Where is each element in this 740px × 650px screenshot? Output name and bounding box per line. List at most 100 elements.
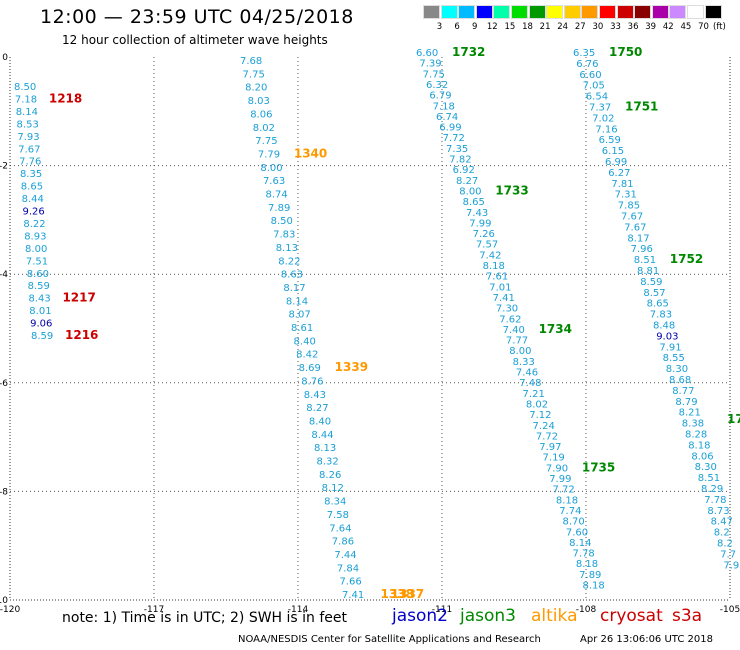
colorbar-tick-label: 9 bbox=[471, 22, 478, 32]
swh-reading: 8.42 bbox=[296, 350, 318, 361]
swh-reading: 8.51 bbox=[698, 473, 720, 484]
pass-time-label: 1338 bbox=[381, 587, 414, 601]
colorbar-swatch bbox=[458, 5, 476, 19]
swh-reading: 7.68 bbox=[240, 56, 262, 67]
swh-reading: 6.60 bbox=[416, 48, 438, 59]
colorbar-tick-label: 33 bbox=[610, 22, 621, 32]
latitude-tick-label: -4 bbox=[0, 270, 8, 280]
swh-reading: 8.93 bbox=[24, 231, 46, 242]
pass-time-label: 1733 bbox=[495, 183, 528, 197]
swh-reading: 8.06 bbox=[250, 109, 272, 120]
swh-reading: 7.84 bbox=[337, 563, 359, 574]
swh-reading: 7.18 bbox=[15, 94, 37, 105]
swh-reading: 6.35 bbox=[573, 48, 595, 59]
colorbar-swatch bbox=[581, 5, 599, 19]
swh-reading: 8.00 bbox=[25, 244, 47, 255]
swh-reading: 8.50 bbox=[14, 82, 36, 93]
swh-reading: 6.54 bbox=[586, 92, 608, 103]
swh-reading: 8.00 bbox=[260, 163, 282, 174]
swh-reading: 7.97 bbox=[539, 442, 561, 453]
swh-reading: 7.44 bbox=[334, 550, 356, 561]
swh-reading: 8.57 bbox=[643, 288, 665, 299]
swh-reading: 9.26 bbox=[23, 207, 45, 218]
swh-reading: 8.02 bbox=[526, 399, 548, 410]
swh-reading: 7.91 bbox=[659, 342, 681, 353]
axis-tick-labels: -120 -117 -114 -111 -108 -105 0 -2 -4 -6 -8 -10 bbox=[0, 53, 740, 615]
swh-reading: 9.03 bbox=[656, 331, 678, 342]
colorbar-tick-label: 18 bbox=[522, 22, 533, 32]
swh-reading: 8.34 bbox=[324, 497, 346, 508]
swh-reading: 6.76 bbox=[576, 59, 598, 70]
swh-reading: 8.27 bbox=[456, 176, 478, 187]
swh-reading: 8.33 bbox=[513, 357, 535, 368]
pass-time-label: 17 bbox=[727, 412, 740, 426]
swh-reading: 8.22 bbox=[278, 256, 300, 267]
pass-time-label: 1732 bbox=[452, 45, 485, 59]
swh-reading: 7.7 bbox=[720, 549, 736, 560]
pass-time-label: 1734 bbox=[539, 322, 572, 336]
map-title: 12:00 — 23:59 UTC 04/25/2018 bbox=[40, 6, 354, 28]
map-grid bbox=[10, 57, 730, 600]
swh-reading: 7.62 bbox=[499, 314, 521, 325]
swh-reading: 8.20 bbox=[245, 83, 267, 94]
pass-time-label: 1751 bbox=[625, 100, 658, 114]
swh-reading: 6.74 bbox=[436, 112, 458, 123]
swh-reading: 8.44 bbox=[311, 430, 333, 441]
swh-reading: 8.40 bbox=[294, 336, 316, 347]
swh-reading: 7.37 bbox=[589, 103, 611, 114]
swh-reading: 8.27 bbox=[306, 403, 328, 414]
swh-reading: 8.65 bbox=[647, 299, 669, 310]
swh-reading: 7.78 bbox=[573, 549, 595, 560]
colorbar-tick-label: 27 bbox=[574, 22, 586, 32]
swh-reading: 7.64 bbox=[329, 523, 351, 534]
pass-time-label: 1337 bbox=[391, 587, 424, 601]
swh-reading: 8.17 bbox=[283, 283, 305, 294]
colorbar-swatch bbox=[616, 5, 634, 19]
pass-time-label: 1752 bbox=[670, 252, 703, 266]
colorbar-tick-label: 3 bbox=[436, 22, 443, 32]
swh-reading: 8.01 bbox=[29, 306, 51, 317]
pass-time-label: 1735 bbox=[582, 460, 615, 474]
swh-reading: 8.06 bbox=[691, 451, 713, 462]
colorbar-swatch bbox=[528, 5, 546, 19]
swh-reading: 7.72 bbox=[553, 485, 575, 496]
colorbar-swatch bbox=[634, 5, 652, 19]
swh-reading: 6.99 bbox=[605, 157, 627, 168]
swh-reading: 7.76 bbox=[19, 157, 41, 168]
legend-s3a: s3a bbox=[672, 606, 703, 626]
swh-reading: 7.83 bbox=[273, 230, 295, 241]
colorbar-tick-label: 70 bbox=[698, 22, 709, 32]
swh-reading: 7.99 bbox=[549, 474, 571, 485]
swh-reading: 7.9 bbox=[723, 560, 739, 571]
swh-reading: 8.07 bbox=[288, 310, 310, 321]
swh-reading: 8.79 bbox=[675, 397, 697, 408]
longitude-tick-label: -108 bbox=[576, 605, 597, 615]
swh-reading: 7.43 bbox=[466, 208, 488, 219]
swh-reading: 6.27 bbox=[608, 168, 630, 179]
swh-reading: 8.18 bbox=[483, 261, 505, 272]
colorbar-tick-label: 21 bbox=[539, 22, 551, 32]
swh-reading: 7.16 bbox=[595, 124, 617, 135]
swh-reading: 7.82 bbox=[449, 155, 471, 166]
pass-time-label: 1750 bbox=[609, 45, 642, 59]
swh-reading: 7.40 bbox=[503, 325, 525, 336]
longitude-tick-label: -120 bbox=[0, 605, 20, 615]
longitude-tick-label: -114 bbox=[288, 605, 309, 615]
swh-reading: 8.73 bbox=[707, 506, 729, 517]
colorbar-swatch bbox=[669, 5, 687, 19]
swh-reading: 7.67 bbox=[18, 144, 40, 155]
swh-reading: 7.41 bbox=[493, 293, 515, 304]
swh-reading: 7.67 bbox=[621, 212, 643, 223]
swh-reading: 8.68 bbox=[669, 375, 691, 386]
swh-reading: 7.86 bbox=[332, 537, 354, 548]
swh-reading: 8.14 bbox=[286, 296, 308, 307]
swh-reading: 8.21 bbox=[679, 408, 701, 419]
swh-reading: 8.28 bbox=[685, 430, 707, 441]
colorbar-swatch bbox=[511, 5, 528, 19]
pass-time-label: 1340 bbox=[294, 146, 327, 160]
colorbar-swatch bbox=[493, 5, 511, 19]
colorbar-swatch bbox=[704, 5, 722, 19]
swh-reading: 8.00 bbox=[459, 186, 481, 197]
swh-reading: 7.05 bbox=[583, 81, 605, 92]
